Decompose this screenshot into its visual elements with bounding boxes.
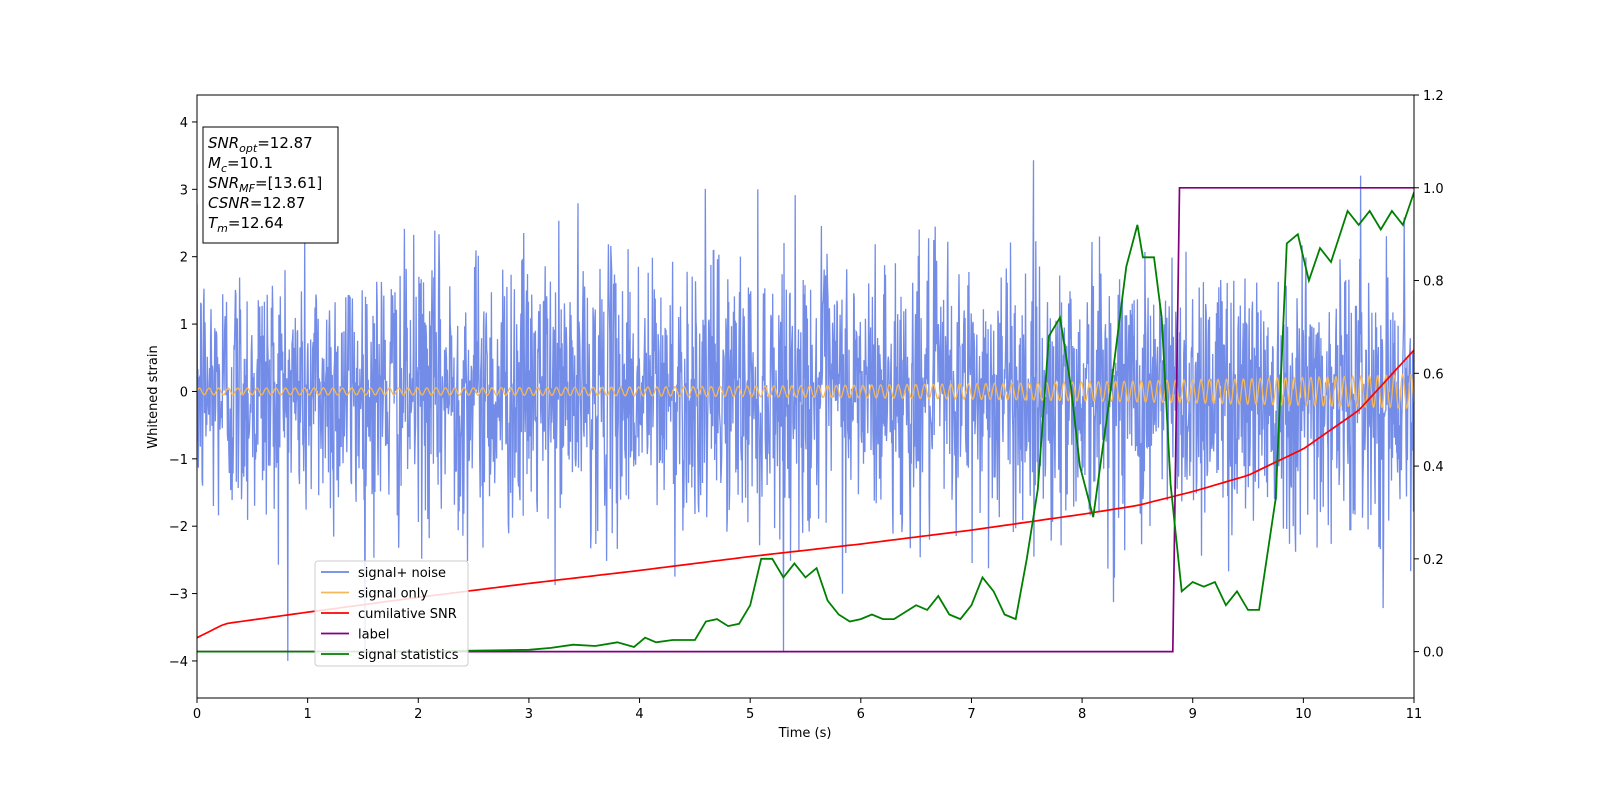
x-axis-label: Time (s) [778, 726, 832, 741]
y-right-tick-label: 0.8 [1423, 275, 1444, 290]
x-tick-label: 1 [303, 707, 311, 722]
plot-frame [196, 94, 1415, 699]
x-tick-label: 8 [1078, 707, 1086, 722]
info-lines: SNRopt=12.87Mc=10.1SNRMF=[13.61]CSNR=12.… [208, 134, 322, 235]
y-right-tick-label: 0.0 [1423, 646, 1444, 661]
x-tick-label: 3 [525, 707, 533, 722]
legend-label: cumilative SNR [358, 607, 457, 622]
legend-label: signal+ noise [358, 566, 446, 581]
x-axis: 0 1 2 3 4 5 6 7 8 9 10 11 [193, 698, 1422, 722]
y-left-tick-label: 0 [180, 385, 188, 400]
x-tick-label: 11 [1406, 707, 1423, 722]
y-right-tick-label: 1.0 [1423, 182, 1444, 197]
series-signal-only [197, 373, 1414, 410]
y-left-tick-label: 3 [180, 183, 188, 198]
legend-label: signal only [358, 587, 428, 602]
series-signal-statistics [197, 192, 1414, 653]
y-left-tick-label: 4 [180, 116, 188, 131]
series-label [197, 186, 1414, 653]
legend-items: signal+ noise signal only cumilative SNR la… [321, 566, 459, 663]
y-left-tick-label: 1 [180, 318, 188, 333]
x-tick-label: 9 [1189, 707, 1197, 722]
info-line: CSNR=12.87 [208, 194, 305, 212]
x-tick-label: 0 [193, 707, 201, 722]
legend-label: signal statistics [358, 648, 459, 663]
legend-label: label [358, 628, 389, 643]
info-line: Mc=10.1 [208, 154, 273, 175]
x-tick-label: 10 [1295, 707, 1312, 722]
info-line: Tm=12.64 [208, 214, 283, 235]
y-axis-label: Whitened strain [146, 345, 161, 448]
series-signal-noise [197, 160, 1414, 661]
y-left-tick-label: −3 [169, 588, 188, 603]
info-line: SNRopt=12.87 [208, 134, 313, 155]
y-left-tick-label: −4 [169, 655, 188, 670]
y-right-tick-label: 0.2 [1423, 553, 1444, 568]
info-box-frame [202, 126, 339, 244]
x-tick-label: 7 [967, 707, 975, 722]
info-line: SNRMF=[13.61] [208, 174, 322, 195]
y-left-tick-label: 2 [180, 251, 188, 266]
info-box: SNRopt=12.87Mc=10.1SNRMF=[13.61]CSNR=12.… [202, 126, 339, 244]
x-tick-label: 6 [857, 707, 865, 722]
y-axis-right: 0.0 0.2 0.4 0.6 0.8 1.0 1.2 [1414, 89, 1444, 661]
x-tick-label: 5 [746, 707, 754, 722]
y-right-tick-label: 0.4 [1423, 460, 1444, 475]
y-right-tick-label: 1.2 [1423, 89, 1444, 104]
y-right-tick-label: 0.6 [1423, 367, 1444, 382]
x-tick-label: 2 [414, 707, 422, 722]
legend-frame [314, 560, 469, 667]
y-axis-left: −4 −3 −2 −1 0 1 2 3 4 [169, 116, 197, 670]
legend: signal+ noise signal only cumilative SNR la… [314, 560, 469, 667]
x-tick-label: 4 [635, 707, 643, 722]
y-left-tick-label: −1 [169, 453, 188, 468]
y-left-tick-label: −2 [169, 520, 188, 535]
